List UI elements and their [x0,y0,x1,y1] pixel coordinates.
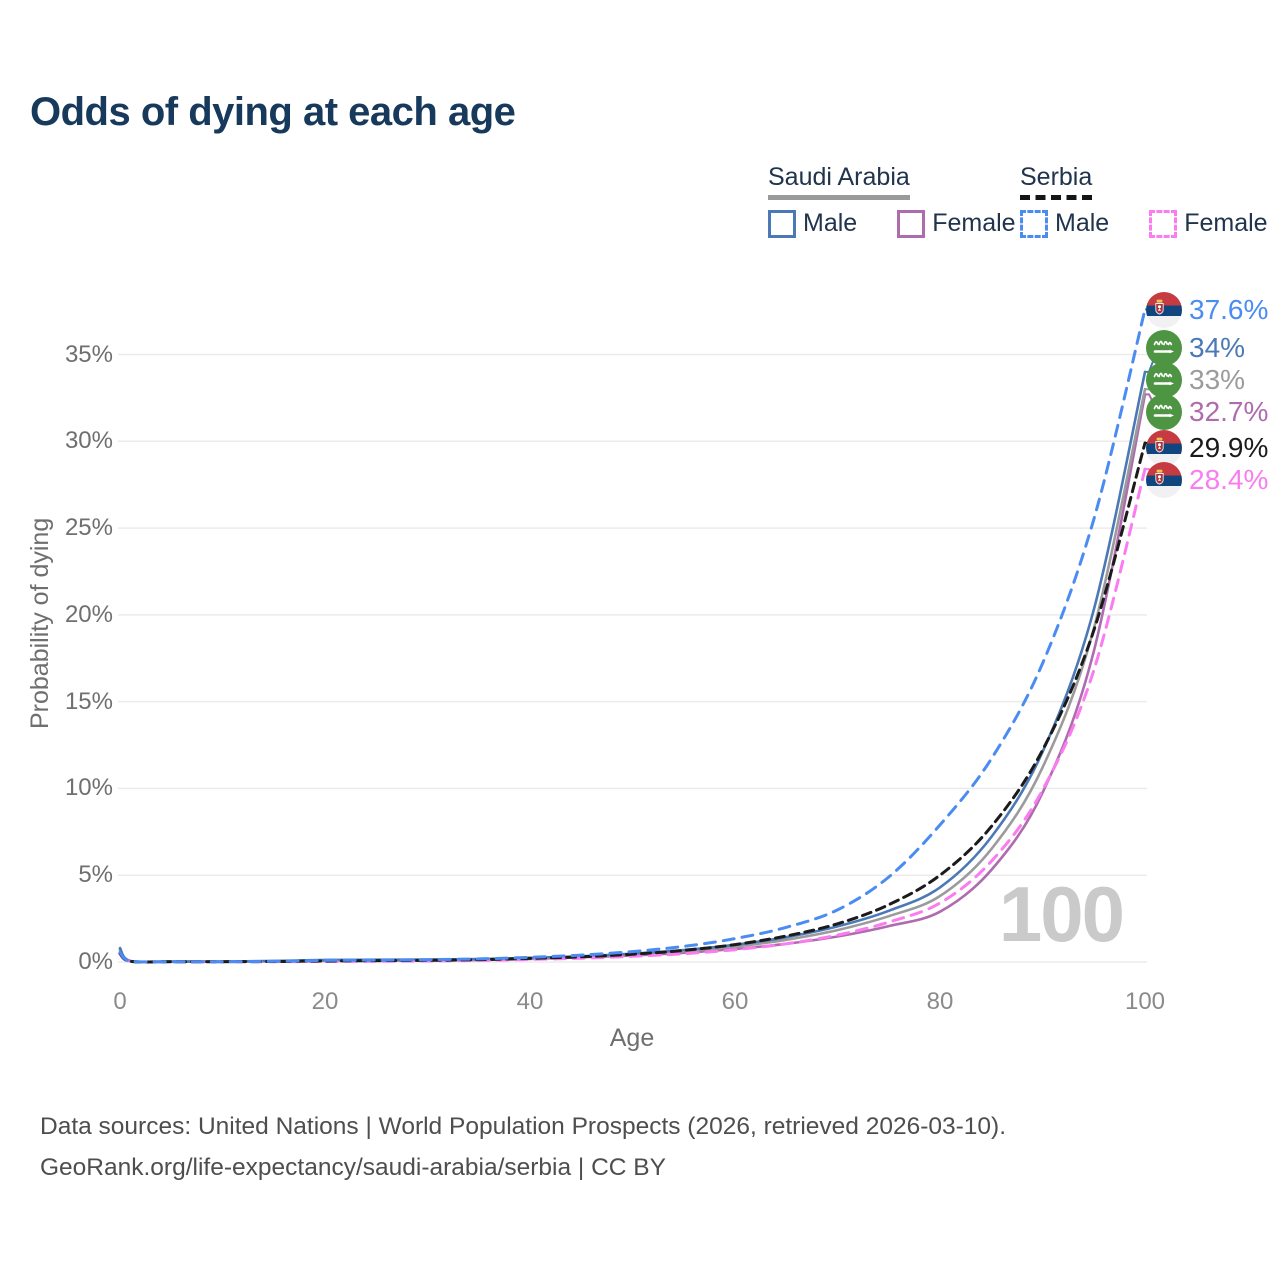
serbia-total-end-label: 29.9% [1146,430,1268,466]
source-line-2: GeoRank.org/life-expectancy/saudi-arabia… [40,1154,666,1181]
x-axis-title: Age [609,1024,655,1052]
end-value: 28.4% [1189,464,1269,495]
saudi-arabia-flag-icon [1146,394,1182,430]
x-tick-100: 100 [1124,988,1166,1015]
serbia-flag-icon [1146,292,1182,328]
y-tick-25%: 25% [64,514,113,541]
legend-country-saudi-arabia: Saudi Arabia [768,163,910,200]
serbia-male-end-label: 37.6% [1146,292,1268,328]
legend-item-serbia-female[interactable]: Female [1149,209,1268,238]
legend-label: Male [1055,209,1110,237]
serbia-total-line [118,441,1147,964]
saudi-arabia-flag-icon [1146,362,1182,398]
saudi-arabia-flag-icon [1146,394,1182,430]
saudi-arabia-total-end-label: 33% [1146,362,1245,398]
legend-label: Male [803,209,858,237]
saudi-arabia-flag-icon [1146,330,1182,366]
legend-item-saudi-female[interactable]: Female [897,209,1016,238]
serbia-flag-icon [1146,430,1182,466]
serbia-female-end-label: 28.4% [1146,462,1268,498]
serbia-flag-icon [1146,462,1182,498]
age-watermark: 100 [998,870,1125,958]
legend-label: Female [1184,209,1268,237]
end-value: 29.9% [1189,432,1269,463]
legend-item-serbia-male[interactable]: Male [1020,209,1109,238]
page-title: Odds of dying at each age [30,90,516,134]
serbia-male-line [118,307,1147,964]
serbia-flag-icon [1146,292,1182,328]
y-tick-35%: 35% [64,341,113,368]
y-tick-5%: 5% [78,861,113,888]
x-tick-80: 80 [926,988,954,1015]
serbia-female-line [118,467,1147,964]
saudi-male-swatch-icon [768,209,796,238]
saudi-arabia-flag-icon [1146,330,1182,366]
serbia-male-swatch-icon [1020,209,1048,238]
saudi-female-swatch-icon [897,209,926,238]
serbia-female-label-connector [1145,468,1164,481]
end-value: 34% [1189,332,1246,363]
source-line-1: Data sources: United Nations | World Pop… [40,1113,1007,1140]
serbia-flag-icon [1146,430,1182,466]
legend-label: Female [932,209,1016,237]
y-tick-0%: 0% [78,948,113,975]
x-tick-60: 60 [721,988,749,1015]
x-tick-20: 20 [311,988,339,1015]
legend-group-saudi-arabia: Saudi Arabia Male Female [768,163,1016,238]
end-value: 33% [1189,364,1246,395]
source-note: Data sources: United Nations | World Pop… [40,1106,1006,1188]
y-tick-30%: 30% [64,427,113,454]
x-tick-40: 40 [516,988,544,1015]
legend-group-serbia: Serbia Male Female [1020,163,1268,238]
y-tick-20%: 20% [64,601,113,628]
x-tick-0: 0 [113,988,127,1015]
saudi-arabia-male-end-label: 34% [1146,330,1245,366]
end-value: 37.6% [1189,294,1269,325]
legend-item-saudi-male[interactable]: Male [768,209,857,238]
serbia-female-swatch-icon [1149,209,1178,238]
legend-country-serbia: Serbia [1020,163,1093,200]
y-tick-10%: 10% [64,774,113,801]
saudi-arabia-female-end-label: 32.7% [1146,394,1268,430]
y-tick-15%: 15% [64,688,113,715]
serbia-flag-icon [1146,462,1182,498]
saudi-arabia-flag-icon [1146,362,1182,398]
end-value: 32.7% [1189,396,1269,427]
